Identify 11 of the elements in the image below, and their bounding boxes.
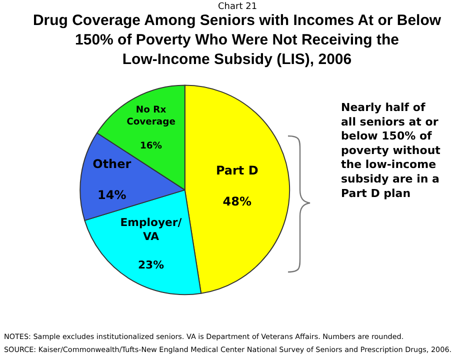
text: Nearly half of all seniors at or below 150% of poverty without the low-income subsidy are in a Part D plan xyxy=(341,101,440,200)
slice-label: Other xyxy=(92,157,132,172)
data-label: 48% xyxy=(222,194,252,208)
slice-label: Part D xyxy=(216,163,258,178)
data-label: 16% xyxy=(140,140,162,152)
data-label: 23% xyxy=(138,258,164,272)
slice-label: No Rx Coverage xyxy=(126,104,176,128)
slice-label: Employer/VA xyxy=(120,216,182,244)
chart-title: Drug Coverage Among Seniors with Incomes At or Below 150% of Poverty Who Were Not Receiving the Low-Income Subsidy (LIS), 2006 xyxy=(32,12,442,68)
chart-subtitle: Chart 21 xyxy=(218,2,258,12)
data-label: 14% xyxy=(98,188,126,202)
